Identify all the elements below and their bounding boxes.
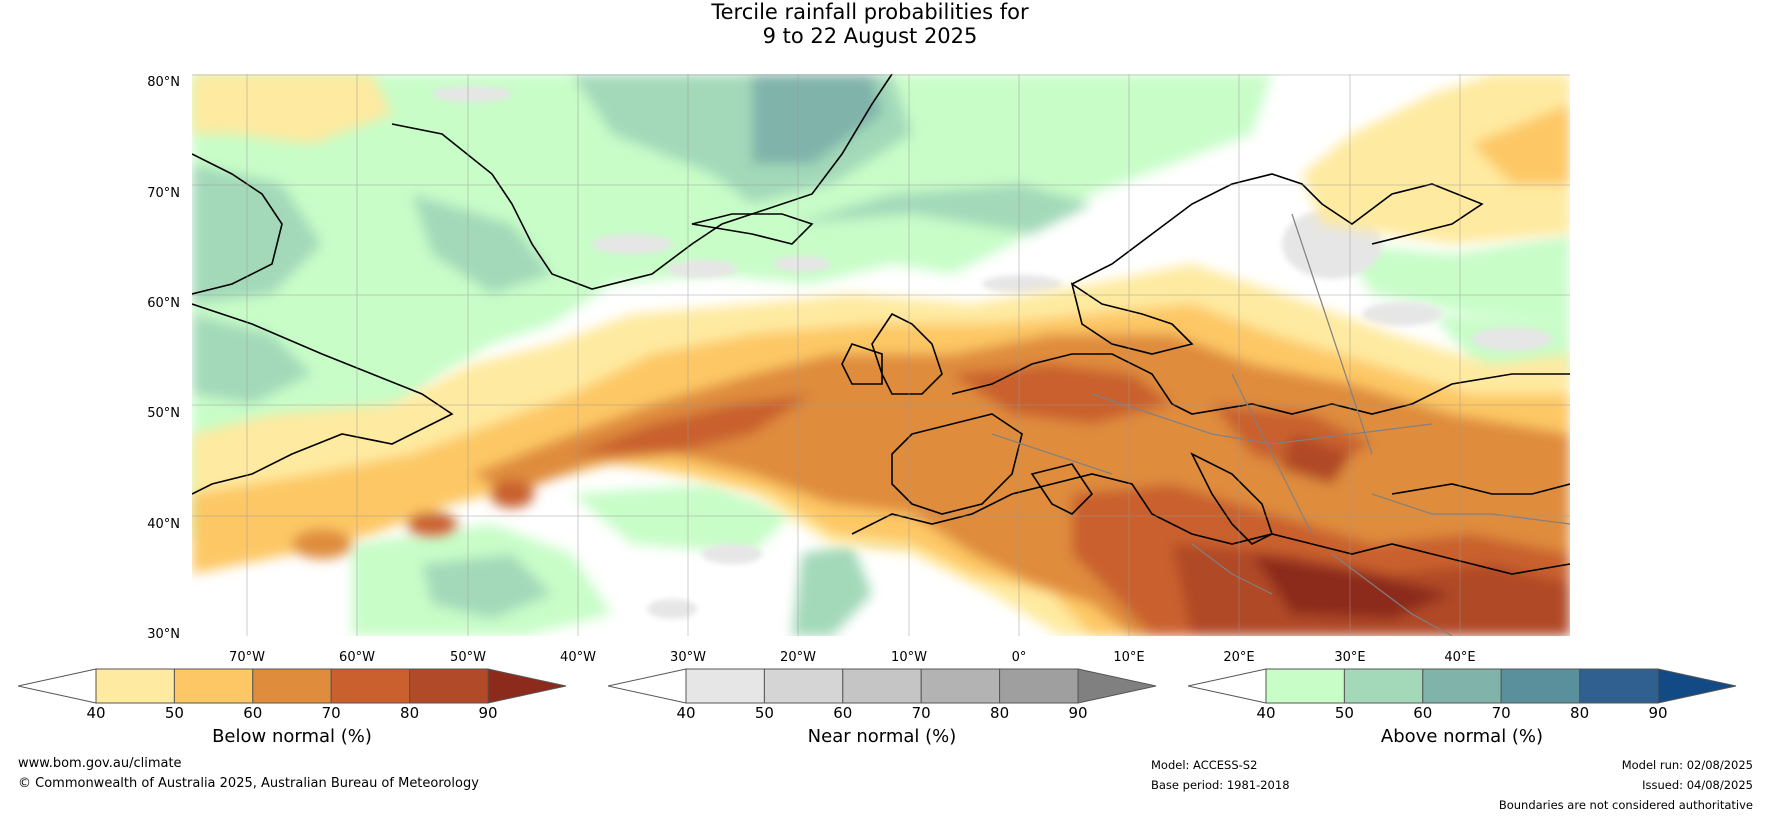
footer-model: Model: ACCESS-S2 [1151,758,1258,772]
lon-label-70w: 70°W [229,650,265,665]
lat-label-40: 40°N [147,517,180,532]
colorbar-tick-label: 40 [86,704,106,722]
colorbar-swatch [173,668,254,704]
map-canvas [192,74,1570,636]
colorbar-swatch [95,668,175,704]
colorbar-tick-label: 50 [754,704,774,722]
lon-label-20w: 20°W [780,650,816,665]
lat-label-60: 60°N [147,296,180,311]
colorbar-below-normal-swatches [17,668,567,704]
colorbar-tick-label: 80 [990,704,1010,722]
footer-base-period: Base period: 1981-2018 [1151,778,1290,792]
colorbar-tick-label: 70 [911,704,931,722]
colorbar-tick-label: 60 [833,704,853,722]
lon-label-10w: 10°W [891,650,927,665]
lon-label-0: 0° [1011,650,1027,665]
lon-label-10e: 10°E [1113,650,1145,665]
colorbar-below-normal [17,668,568,708]
graticule [192,74,1570,636]
colorbar-max-extension [487,668,567,704]
lon-label-60w: 60°W [339,650,375,665]
lon-label-40e: 40°E [1444,650,1476,665]
lon-label-30w: 30°W [670,650,706,665]
colorbar-tick-label: 40 [676,704,696,722]
footer-issued: Issued: 04/08/2025 [1642,778,1753,792]
colorbar-max-extension [1077,668,1157,704]
colorbar-below-normal-title: Below normal (%) [212,726,372,747]
colorbar-swatch [1579,668,1659,704]
colorbar-tick-label: 70 [321,704,341,722]
colorbar-swatch [920,668,1001,704]
footer-website: www.bom.gov.au/climate [18,756,182,771]
colorbar-above-normal-title: Above normal (%) [1380,726,1544,747]
lat-label-30: 30°N [147,627,180,642]
colorbar-swatch [763,668,844,704]
map-title: Tercile rainfall probabilities for 9 to … [0,0,1740,48]
colorbar-tick-label: 50 [164,704,184,722]
coastlines [192,74,1570,575]
colorbar-min-extension [1187,668,1267,704]
colorbar-swatch [252,668,332,704]
lon-label-30e: 30°E [1334,650,1366,665]
above-normal-field [192,74,1570,636]
colorbar-above-normal-swatches [1187,668,1737,704]
colorbar-tick-label: 60 [243,704,263,722]
lon-label-50w: 50°W [450,650,486,665]
title-line-2: 9 to 22 August 2025 [762,24,978,48]
colorbar-min-extension [17,668,97,704]
footer-model-run: Model run: 02/08/2025 [1621,758,1753,772]
lat-label-70: 70°N [147,186,180,201]
colorbar-tick-label: 80 [1570,704,1590,722]
near-normal-field [432,86,1552,619]
colorbar-swatch [1343,668,1424,704]
colorbar-min-extension [607,668,687,704]
colorbar-near-normal [607,668,1158,708]
lat-label-50: 50°N [147,406,180,421]
lon-label-20e: 20°E [1223,650,1255,665]
colorbar-swatch [685,668,765,704]
lon-label-40w: 40°W [560,650,596,665]
lat-label-80: 80°N [147,75,180,90]
colorbar-tick-label: 40 [1256,704,1276,722]
colorbar-tick-label: 90 [1068,704,1088,722]
colorbar-near-normal-swatches [607,668,1157,704]
colorbar-swatch [1500,668,1581,704]
colorbar-swatch [330,668,411,704]
colorbar-swatch [1265,668,1345,704]
footer-disclaimer: Boundaries are not considered authoritat… [1498,798,1753,812]
colorbar-near-normal-title: Near normal (%) [807,726,957,747]
colorbar-tick-label: 50 [1334,704,1354,722]
colorbar-tick-label: 60 [1413,704,1433,722]
country-borders [991,213,1570,636]
colorbar-max-extension [1657,668,1737,704]
colorbar-swatch [409,668,489,704]
colorbar-tick-label: 90 [478,704,498,722]
title-line-1: Tercile rainfall probabilities for [711,0,1029,24]
rainfall-probability-map [192,74,1570,636]
colorbar-above-normal [1187,668,1738,708]
colorbar-tick-label: 80 [400,704,420,722]
colorbar-swatch [842,668,922,704]
colorbar-tick-label: 90 [1648,704,1668,722]
colorbar-swatch [1422,668,1502,704]
colorbar-tick-label: 70 [1491,704,1511,722]
footer-copyright: © Commonwealth of Australia 2025, Austra… [18,776,479,791]
colorbar-swatch [999,668,1079,704]
